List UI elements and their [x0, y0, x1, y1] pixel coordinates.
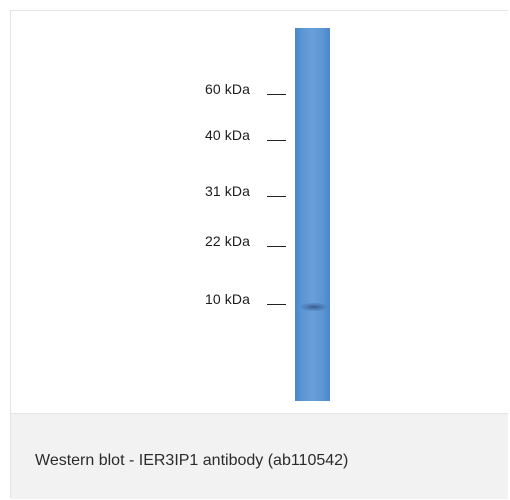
- marker-label: 40 kDa: [205, 127, 250, 143]
- figure-caption: Western blot - IER3IP1 antibody (ab11054…: [35, 452, 349, 469]
- marker-label: 31 kDa: [205, 183, 250, 199]
- marker-60kda: 60 kDa: [205, 81, 286, 97]
- marker-tick: [267, 245, 286, 247]
- marker-31kda: 31 kDa: [205, 183, 286, 199]
- western-blot-image: 60 kDa 40 kDa 31 kDa 22 kDa 10 kDa: [11, 11, 508, 413]
- marker-label: 22 kDa: [205, 233, 250, 249]
- blot-lane: [295, 28, 330, 401]
- marker-label: 10 kDa: [205, 291, 250, 307]
- protein-band: [301, 303, 327, 311]
- marker-10kda: 10 kDa: [205, 291, 286, 307]
- marker-tick: [267, 195, 286, 197]
- marker-tick: [267, 93, 286, 95]
- marker-tick: [267, 139, 286, 141]
- marker-label: 60 kDa: [205, 81, 250, 97]
- figure-card: 60 kDa 40 kDa 31 kDa 22 kDa 10 kDa Weste…: [10, 10, 508, 499]
- caption-bar: Western blot - IER3IP1 antibody (ab11054…: [11, 413, 508, 499]
- marker-40kda: 40 kDa: [205, 127, 286, 143]
- marker-tick: [267, 303, 286, 305]
- marker-22kda: 22 kDa: [205, 233, 286, 249]
